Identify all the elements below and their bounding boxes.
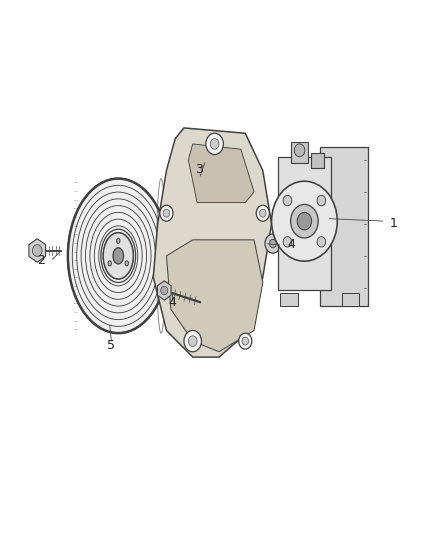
Text: 4: 4 [169,296,177,310]
Text: 5: 5 [107,339,115,352]
Circle shape [184,330,201,352]
Circle shape [317,237,325,247]
Text: 3: 3 [195,163,203,176]
Text: 1: 1 [390,216,398,230]
Ellipse shape [108,261,111,266]
Circle shape [163,209,170,217]
Circle shape [290,205,318,238]
Ellipse shape [68,179,169,333]
Polygon shape [153,128,272,357]
Circle shape [283,196,292,206]
Circle shape [297,212,311,230]
Polygon shape [166,240,263,352]
FancyBboxPatch shape [320,147,368,306]
Circle shape [32,245,42,256]
Ellipse shape [117,238,120,244]
Circle shape [256,205,269,221]
Text: 4: 4 [287,238,295,251]
Polygon shape [29,239,46,262]
Polygon shape [188,144,254,203]
Circle shape [283,237,292,247]
FancyBboxPatch shape [278,157,331,290]
Circle shape [239,333,252,349]
Ellipse shape [125,261,128,266]
Circle shape [161,286,168,295]
FancyBboxPatch shape [291,142,308,163]
Polygon shape [157,281,171,300]
Circle shape [269,239,276,248]
Circle shape [242,337,249,345]
FancyBboxPatch shape [280,293,298,306]
Circle shape [317,196,325,206]
Ellipse shape [113,248,124,264]
Circle shape [206,133,223,155]
Text: 2: 2 [37,254,45,267]
Circle shape [294,144,305,157]
Ellipse shape [103,232,133,279]
Circle shape [272,181,337,261]
Circle shape [160,205,173,221]
FancyBboxPatch shape [311,153,324,168]
Circle shape [188,336,197,346]
FancyBboxPatch shape [342,293,359,306]
Circle shape [259,209,266,217]
Circle shape [265,234,281,253]
Circle shape [210,139,219,149]
